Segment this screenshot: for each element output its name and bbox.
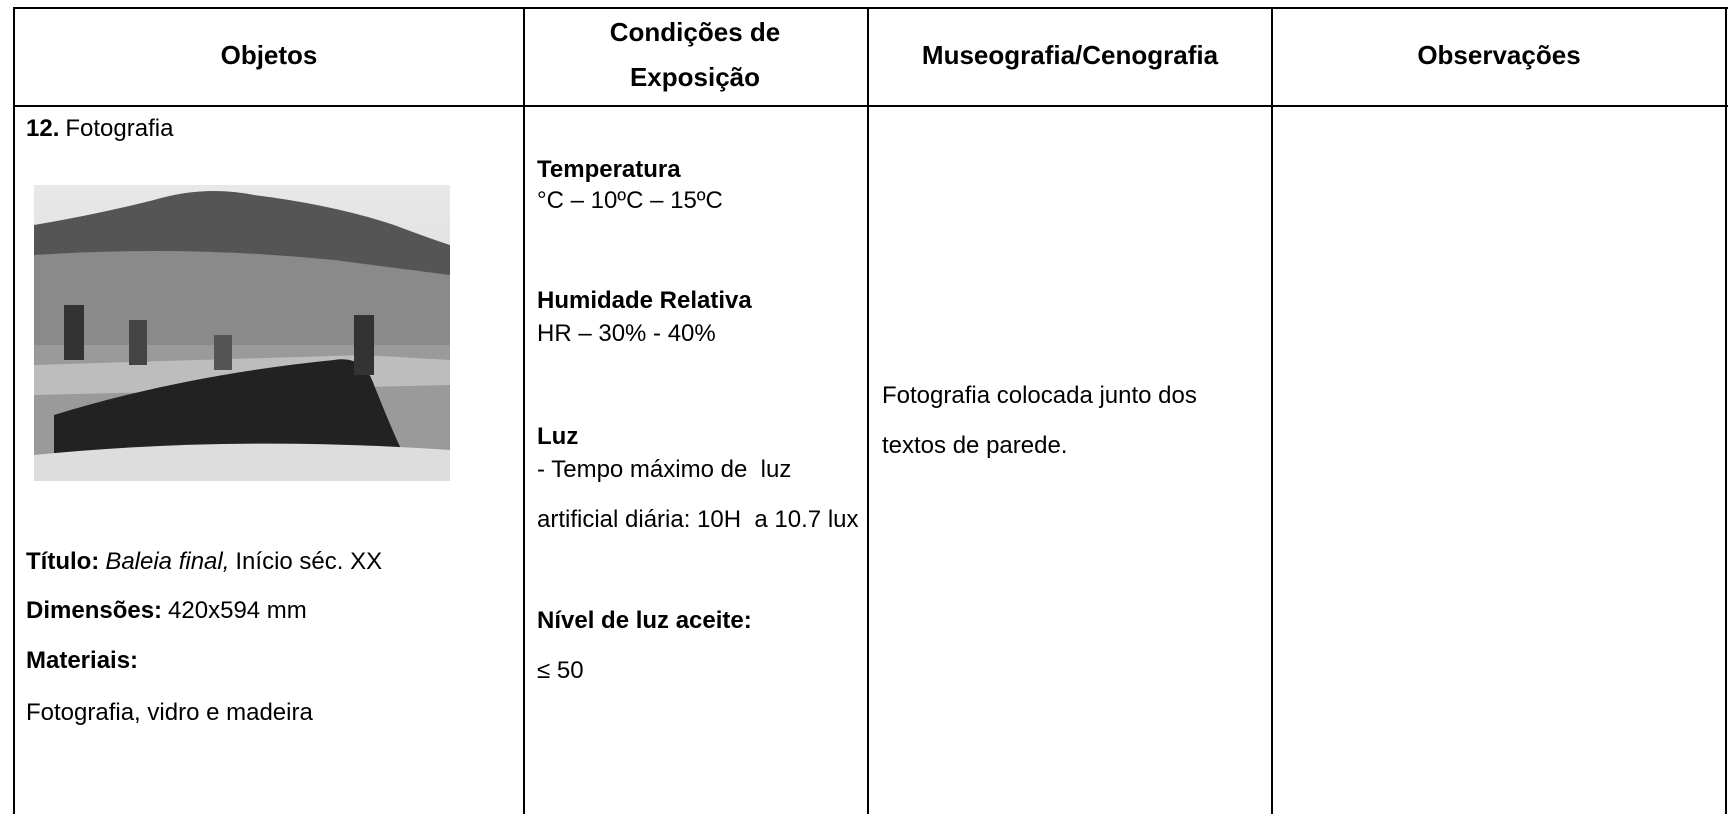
label: Materiais: [26,647,139,674]
title: Baleia final, [105,548,230,575]
header: Objetos [220,40,318,70]
border [13,7,1728,9]
header: Observações [1417,40,1581,70]
border [523,7,525,814]
label: Luz [537,423,579,450]
label: Temperatura [537,156,681,183]
label: Título: [26,548,100,575]
object-title: Título: Baleia final, Início séc. XX [26,537,382,587]
header: Condições de Exposição [609,17,781,92]
label: Dimensões: [26,597,163,624]
light-level: ≤ 50 [537,657,584,684]
object-heading: 12. Fotografia [26,104,173,154]
humidity: HR – 30% - 40% [537,320,716,347]
object-number: 12. [26,115,60,142]
border [867,7,869,814]
museography: Fotografia colocada junto dos textos de … [882,382,1197,459]
header: Museografia/Cenografia [921,40,1219,70]
border [1725,7,1727,814]
dimensions: 420x594 mm [168,597,307,624]
materials: Fotografia, vidro e madeira [26,699,313,726]
border [1271,7,1273,814]
date: Início séc. XX [235,548,383,575]
border [13,7,15,814]
object-type: Fotografia [65,115,174,142]
light: - Tempo máximo de luz artificial diária:… [537,456,859,533]
label: Nível de luz aceite: [537,607,752,634]
border [13,105,1728,107]
object-dimensions: Dimensões: 420x594 mm [26,586,307,636]
label: Humidade Relativa [537,287,752,314]
temperature: °C – 10ºC – 15ºC [537,187,723,214]
photograph [34,185,450,481]
